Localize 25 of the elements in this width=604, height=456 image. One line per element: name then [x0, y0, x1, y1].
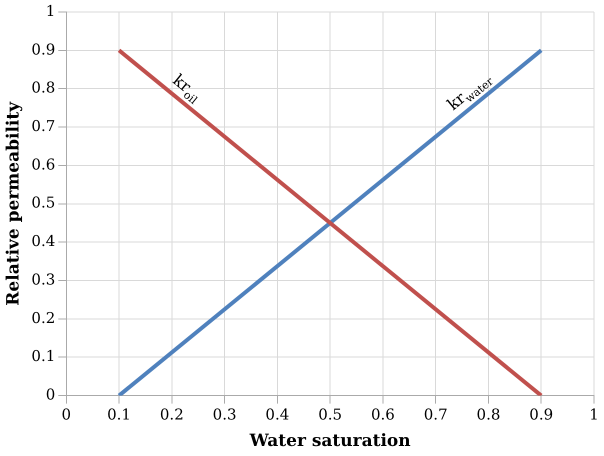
x-axis-title: Water saturation	[248, 431, 411, 452]
y-tick-label: 0	[46, 385, 56, 404]
x-tick-label: 0.8	[476, 405, 500, 424]
y-tick-label: 0.7	[31, 116, 56, 135]
y-axis-title: Relative permeability	[4, 100, 24, 306]
x-tick-label: 0.4	[265, 405, 290, 424]
y-tick-label: 0.2	[31, 308, 56, 327]
x-tick-label: 1	[589, 405, 599, 424]
y-tick-label: 0.8	[31, 78, 56, 97]
y-tick-label: 0.6	[31, 155, 56, 174]
x-tick-label: 0.1	[107, 405, 131, 424]
x-tick-label: 0.6	[370, 405, 395, 424]
x-tick-label: 0.9	[529, 405, 554, 424]
x-tick-label: 0.5	[318, 405, 342, 424]
y-tick-label: 0.4	[31, 232, 56, 250]
x-tick-label: 0.3	[212, 405, 237, 424]
y-tick-label: 0.9	[31, 40, 56, 58]
y-tick-label: 1	[46, 2, 56, 20]
y-tick-label: 0.3	[31, 270, 56, 288]
x-tick-label: 0.2	[160, 405, 184, 424]
y-tick-label: 0.1	[31, 347, 56, 366]
x-tick-label: 0.7	[424, 405, 448, 424]
y-tick-label: 0.5	[31, 194, 56, 212]
text: kroil	[169, 70, 200, 108]
x-tick-label: 0	[61, 405, 72, 424]
